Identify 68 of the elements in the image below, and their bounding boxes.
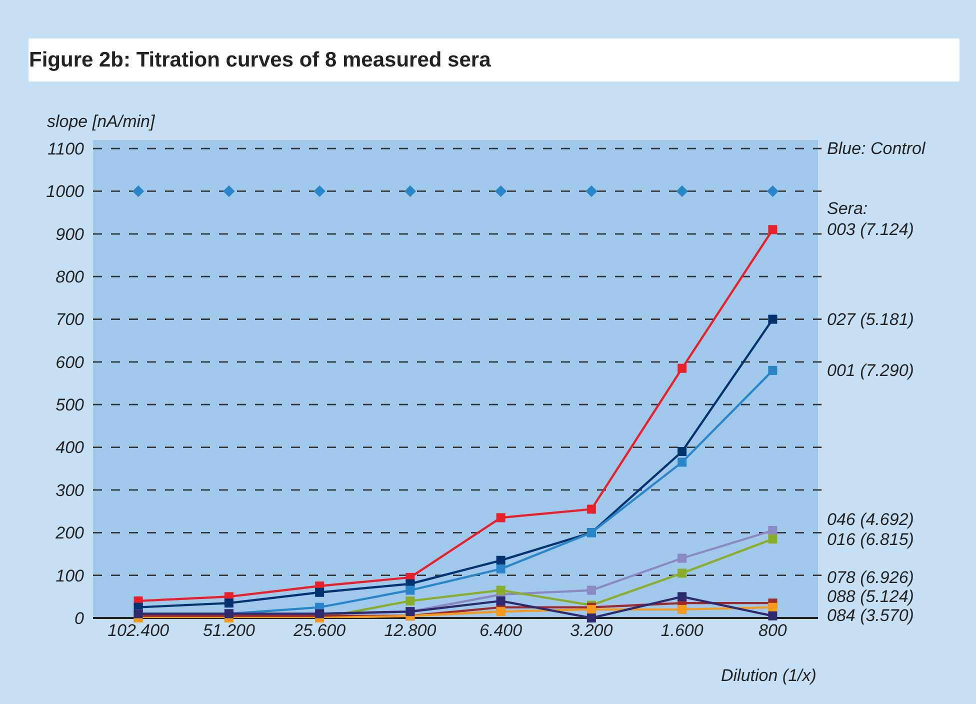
y-tick-label: 700 <box>56 310 85 330</box>
point <box>676 185 688 198</box>
point <box>678 604 687 614</box>
x-tick-label: 12.800 <box>384 621 437 640</box>
point <box>496 596 506 606</box>
x-axis-title: Dilution (1/x) <box>721 666 816 685</box>
point <box>678 458 687 467</box>
text: 001 (7.290) <box>827 361 914 380</box>
y-tick-label: 100 <box>56 566 85 586</box>
point <box>406 596 415 606</box>
point <box>496 513 506 522</box>
point <box>496 607 506 616</box>
x-tick-label: 1.600 <box>660 621 704 640</box>
point <box>768 534 778 544</box>
y-tick-label: 400 <box>56 438 85 458</box>
y-tick-label: 500 <box>56 396 85 415</box>
y-tick-label: 200 <box>54 524 85 543</box>
text: 046 (4.692) <box>827 510 914 529</box>
text: 088 (5.124) <box>827 587 914 606</box>
x-tick-label: 3.200 <box>570 621 614 640</box>
point <box>768 611 778 620</box>
point <box>223 185 235 198</box>
text: 027 (5.181) <box>827 310 914 329</box>
point <box>132 185 144 198</box>
y-tick-label: 600 <box>56 352 85 372</box>
y-tick-label: 1000 <box>46 182 85 202</box>
text: 078 (6.926) <box>827 568 914 587</box>
text: Blue: Control <box>827 139 926 158</box>
point <box>768 366 778 375</box>
x-tick-label: 800 <box>758 621 788 640</box>
y-axis-title: slope [nA/min] <box>47 112 156 131</box>
chart-title: Figure 2b: Titration curves of 8 measured sera <box>29 48 492 72</box>
point <box>586 586 596 595</box>
y-tick-label: 0 <box>74 608 85 628</box>
point <box>678 568 687 578</box>
point <box>678 364 687 373</box>
point <box>586 504 596 514</box>
y-tick-label: 300 <box>56 480 85 500</box>
x-tick-label: 6.400 <box>480 621 523 640</box>
y-tick-label: 800 <box>56 268 85 287</box>
point <box>314 185 326 198</box>
point <box>586 185 598 198</box>
point <box>768 602 778 612</box>
text: 084 (3.570) <box>827 606 914 625</box>
point <box>315 588 324 597</box>
point <box>678 554 687 563</box>
x-tick-label: 51.200 <box>202 621 256 640</box>
point <box>768 526 778 536</box>
x-tick-label: 102.400 <box>108 621 170 640</box>
point <box>766 185 779 198</box>
point <box>496 586 506 595</box>
text: 016 (6.815) <box>827 530 914 549</box>
y-tick-label: 1100 <box>47 139 85 158</box>
point <box>768 314 778 324</box>
point <box>494 185 507 198</box>
point <box>496 556 506 565</box>
point <box>586 614 596 622</box>
point <box>678 447 687 456</box>
y-tick-label: 900 <box>56 224 85 244</box>
point <box>406 586 415 595</box>
point <box>224 598 234 608</box>
point <box>768 225 778 234</box>
x-tick-label: 25.600 <box>292 621 346 640</box>
point <box>496 564 506 574</box>
text: 003 (7.124) <box>827 220 914 239</box>
point <box>678 592 687 602</box>
point <box>404 185 416 198</box>
text: Sera: <box>827 199 868 218</box>
